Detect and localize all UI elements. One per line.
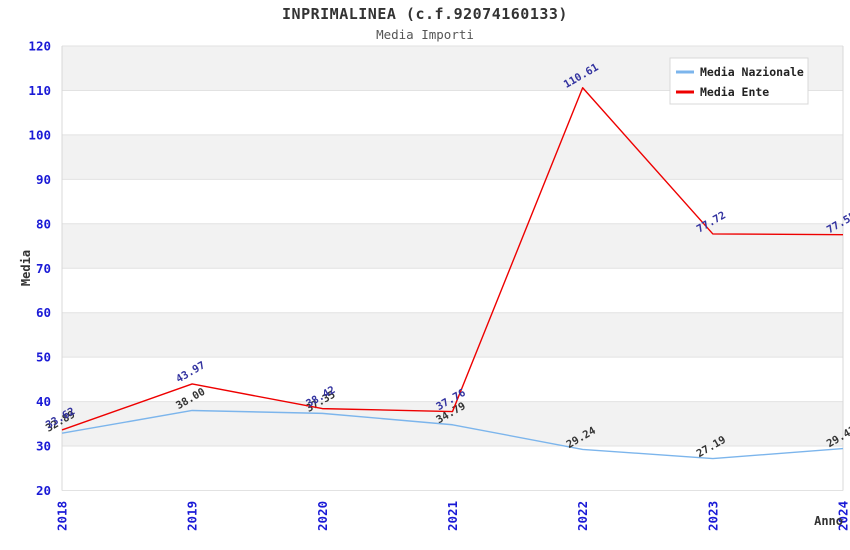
y-tick-label: 50 <box>36 350 51 365</box>
legend-item-media-ente[interactable]: Media Ente <box>676 85 769 99</box>
x-tick-label: 2021 <box>445 501 460 531</box>
x-tick-label: 2023 <box>705 501 720 531</box>
data-label: 77.55 <box>825 210 850 236</box>
y-tick-label: 40 <box>36 394 51 409</box>
y-tick-label: 100 <box>28 127 51 142</box>
x-axis-title: Anno <box>814 514 843 528</box>
plot-band <box>62 312 843 358</box>
line-media-ente <box>61 87 844 431</box>
y-axis-title: Media <box>19 250 33 286</box>
legend-box <box>669 57 809 105</box>
plot-band <box>62 223 843 269</box>
chart-title: INPRIMALINEA (c.f.92074160133) <box>282 5 568 23</box>
x-tick-label: 2020 <box>315 501 330 531</box>
plot-band <box>62 401 843 447</box>
legend-item-media-nazionale[interactable]: Media Nazionale <box>676 65 804 79</box>
line-media-nazionale <box>61 409 844 460</box>
x-tick-label: 2018 <box>55 501 70 531</box>
legend: Media Nazionale Media Ente <box>669 57 809 105</box>
gridlines <box>61 45 844 491</box>
plot-bands <box>62 46 843 447</box>
x-tick-label: 2019 <box>185 501 200 531</box>
legend-label: Media Nazionale <box>700 65 804 79</box>
plot-band <box>62 134 843 180</box>
y-tick-label: 90 <box>36 172 51 187</box>
legend-label: Media Ente <box>700 85 769 99</box>
y-tick-label: 30 <box>36 439 51 454</box>
y-tick-label: 80 <box>36 216 51 231</box>
x-axis-labels: 2018 2019 2020 2021 2022 2023 2024 <box>55 501 850 531</box>
y-tick-label: 70 <box>36 261 51 276</box>
y-tick-label: 110 <box>28 83 51 98</box>
x-tick-label: 2022 <box>575 501 590 531</box>
y-tick-label: 60 <box>36 305 51 320</box>
y-tick-label: 20 <box>36 483 51 498</box>
x-tick-label: 2024 <box>836 501 850 531</box>
data-label: 43.97 <box>174 359 207 385</box>
y-axis-labels: 20 30 40 50 60 70 80 90 100 110 120 <box>28 39 51 499</box>
chart-subtitle: Media Importi <box>376 27 474 42</box>
y-tick-label: 120 <box>28 39 51 54</box>
